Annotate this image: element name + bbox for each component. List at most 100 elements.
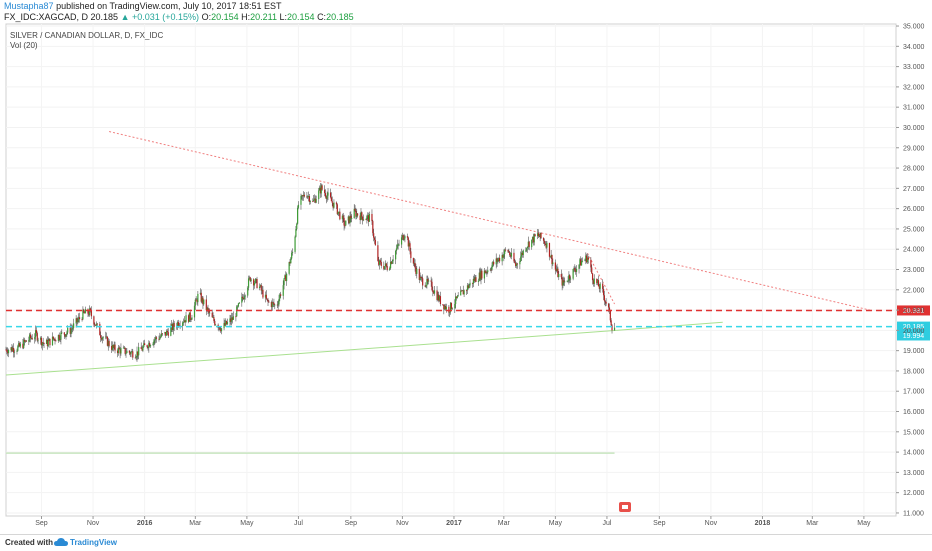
candle-body[interactable]	[111, 345, 113, 350]
candle-body[interactable]	[320, 185, 322, 194]
candle-body[interactable]	[345, 220, 347, 226]
candle-body[interactable]	[438, 294, 440, 301]
candle-body[interactable]	[274, 304, 276, 306]
candle-body[interactable]	[84, 312, 86, 314]
candle-body[interactable]	[308, 196, 311, 202]
candle-body[interactable]	[160, 333, 163, 337]
candle-body[interactable]	[232, 316, 234, 320]
candle-body[interactable]	[507, 249, 509, 252]
candle-body[interactable]	[77, 320, 79, 323]
candle-body[interactable]	[99, 323, 101, 336]
candle-body[interactable]	[355, 210, 357, 217]
candle-body[interactable]	[485, 271, 487, 274]
candle-body[interactable]	[78, 317, 81, 319]
candle-body[interactable]	[144, 343, 146, 346]
candle-body[interactable]	[361, 212, 363, 217]
candle-body[interactable]	[105, 336, 108, 338]
candle-body[interactable]	[516, 263, 518, 265]
candle-body[interactable]	[552, 262, 554, 265]
candle-body[interactable]	[426, 278, 428, 286]
candle-body[interactable]	[242, 296, 244, 298]
candle-body[interactable]	[461, 290, 464, 292]
plot-area[interactable]	[5, 23, 897, 517]
candle-body[interactable]	[574, 268, 576, 271]
candle-body[interactable]	[89, 308, 91, 315]
candle-body[interactable]	[526, 246, 529, 249]
candle-body[interactable]	[418, 268, 420, 280]
candle-body[interactable]	[205, 299, 207, 311]
candle-body[interactable]	[230, 318, 232, 322]
candle-body[interactable]	[194, 299, 196, 306]
candle-body[interactable]	[454, 303, 456, 309]
candle-body[interactable]	[531, 239, 533, 248]
candle-body[interactable]	[273, 302, 275, 305]
candle-body[interactable]	[185, 315, 187, 323]
candle-body[interactable]	[335, 202, 338, 205]
candle-body[interactable]	[598, 286, 600, 289]
candle-body[interactable]	[475, 277, 477, 282]
candle-body[interactable]	[267, 299, 269, 302]
candle-body[interactable]	[94, 324, 96, 326]
candle-body[interactable]	[575, 268, 578, 272]
candle-body[interactable]	[36, 333, 38, 341]
candle-body[interactable]	[199, 292, 201, 294]
candle-body[interactable]	[155, 337, 158, 339]
candle-body[interactable]	[420, 277, 422, 278]
candle-body[interactable]	[314, 198, 316, 203]
candle-body[interactable]	[63, 332, 65, 335]
candle-body[interactable]	[608, 307, 611, 311]
candle-body[interactable]	[539, 232, 541, 238]
candle-body[interactable]	[403, 238, 405, 240]
candle-body[interactable]	[353, 208, 355, 219]
candles[interactable]	[5, 183, 616, 362]
candle-body[interactable]	[209, 312, 211, 314]
candle-body[interactable]	[455, 296, 457, 304]
candle-body[interactable]	[6, 349, 8, 352]
candle-body[interactable]	[29, 334, 31, 341]
candle-body[interactable]	[241, 296, 243, 303]
candle-body[interactable]	[225, 320, 228, 325]
candle-body[interactable]	[404, 236, 406, 239]
candle-body[interactable]	[597, 280, 600, 287]
candle-body[interactable]	[297, 204, 300, 208]
candle-body[interactable]	[407, 237, 409, 247]
candle-body[interactable]	[315, 199, 317, 203]
candle-body[interactable]	[581, 260, 584, 262]
candle-body[interactable]	[18, 343, 21, 347]
candle-body[interactable]	[259, 285, 262, 287]
candle-body[interactable]	[449, 302, 452, 312]
candle-body[interactable]	[319, 187, 322, 194]
candle-body[interactable]	[377, 245, 379, 261]
candle-body[interactable]	[479, 272, 481, 280]
candle-body[interactable]	[220, 328, 223, 332]
y-axis[interactable]: 11.000 12.000 13.000 14.000 15.000 16.000 17.0…	[896, 24, 925, 518]
candle-body[interactable]	[456, 296, 458, 299]
candle-body[interactable]	[402, 235, 404, 240]
candle-body[interactable]	[542, 237, 545, 241]
candle-body[interactable]	[301, 195, 303, 197]
candle-body[interactable]	[117, 347, 120, 354]
candle-body[interactable]	[247, 287, 249, 296]
candle-body[interactable]	[349, 215, 351, 223]
candle-body[interactable]	[336, 204, 338, 215]
price-label-box[interactable]	[897, 330, 930, 341]
candle-body[interactable]	[478, 272, 480, 281]
candle-body[interactable]	[30, 337, 32, 339]
candle-body[interactable]	[569, 278, 572, 280]
candle-body[interactable]	[12, 347, 14, 352]
candle-body[interactable]	[460, 290, 463, 292]
candle-body[interactable]	[54, 338, 56, 341]
candle-body[interactable]	[87, 309, 89, 314]
candle-body[interactable]	[7, 350, 10, 354]
candle-body[interactable]	[291, 252, 293, 259]
candle-body[interactable]	[330, 197, 333, 202]
author-link[interactable]: Mustapha87	[4, 1, 54, 11]
candle-body[interactable]	[451, 308, 453, 309]
candle-body[interactable]	[562, 280, 564, 286]
candle-body[interactable]	[71, 328, 73, 330]
candle-body[interactable]	[264, 294, 267, 298]
candle-body[interactable]	[502, 255, 504, 258]
candle-body[interactable]	[412, 258, 414, 264]
candle-body[interactable]	[391, 261, 393, 264]
candle-body[interactable]	[249, 277, 251, 282]
